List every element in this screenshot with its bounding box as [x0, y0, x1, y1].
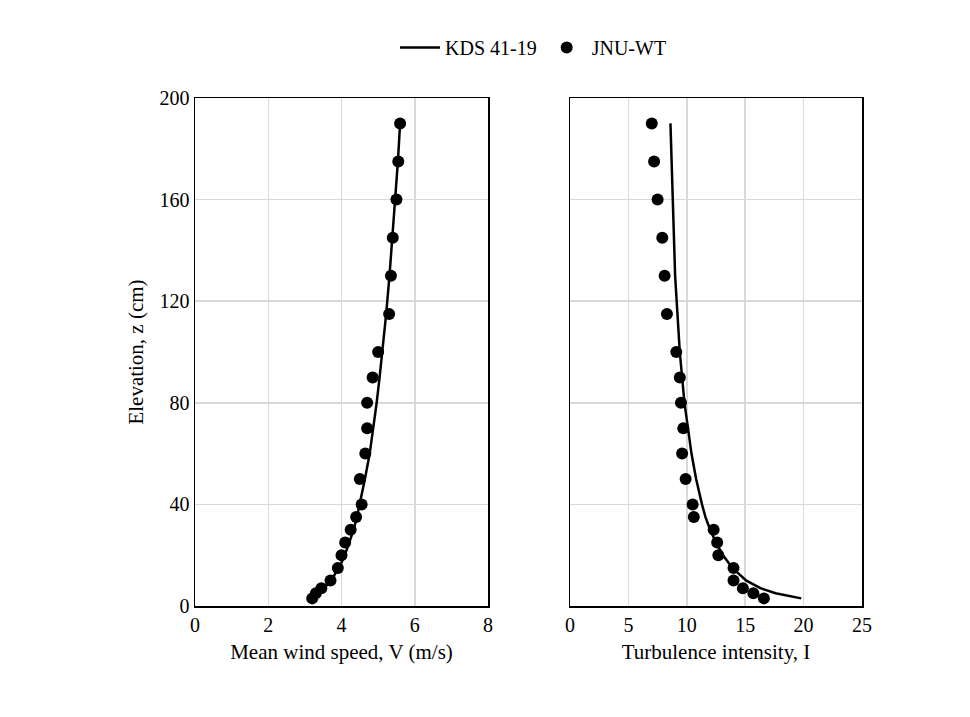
svg-text:KDS 41-19: KDS 41-19	[445, 37, 537, 59]
svg-text:Mean wind speed, V (m/s): Mean wind speed, V (m/s)	[230, 640, 453, 664]
svg-text:5: 5	[623, 614, 633, 636]
svg-text:25: 25	[852, 614, 872, 636]
svg-text:6: 6	[410, 614, 420, 636]
svg-text:Elevation, z (cm): Elevation, z (cm)	[124, 279, 148, 424]
svg-text:10: 10	[677, 614, 697, 636]
svg-text:80: 80	[170, 392, 190, 414]
svg-text:40: 40	[170, 493, 190, 515]
svg-text:Turbulence intensity, I: Turbulence intensity, I	[622, 640, 811, 664]
svg-text:15: 15	[735, 614, 755, 636]
svg-text:4: 4	[337, 614, 347, 636]
svg-text:160: 160	[160, 189, 190, 211]
svg-text:2: 2	[263, 614, 273, 636]
svg-text:200: 200	[160, 87, 190, 109]
svg-text:JNU-WT: JNU-WT	[592, 37, 666, 59]
svg-text:0: 0	[565, 614, 575, 636]
svg-text:8: 8	[483, 614, 493, 636]
svg-text:120: 120	[160, 290, 190, 312]
svg-text:0: 0	[180, 595, 190, 617]
svg-text:0: 0	[190, 614, 200, 636]
svg-text:20: 20	[794, 614, 814, 636]
